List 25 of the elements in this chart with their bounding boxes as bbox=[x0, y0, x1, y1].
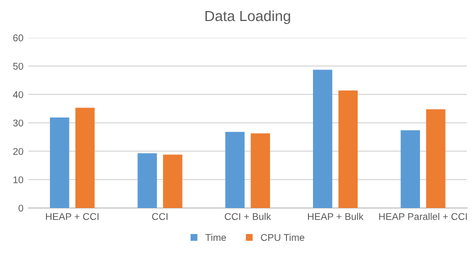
y-tick-label: 30 bbox=[13, 120, 24, 126]
legend-label: CPU Time bbox=[260, 234, 304, 241]
legend-label: Time bbox=[205, 234, 226, 241]
x-tick-label: HEAP + Bulk bbox=[308, 212, 364, 220]
x-tick-label: HEAP + CCI bbox=[46, 213, 98, 220]
x-tick-label: CCI bbox=[152, 213, 168, 220]
chart-title: Data Loading bbox=[205, 10, 290, 24]
y-tick-label: 10 bbox=[14, 176, 24, 184]
bar bbox=[225, 132, 245, 208]
bar bbox=[138, 153, 157, 208]
y-tick-label: 50 bbox=[13, 62, 24, 70]
bar bbox=[400, 130, 420, 208]
y-tick-label: 60 bbox=[13, 34, 24, 42]
y-tick-label: 20 bbox=[13, 148, 24, 155]
x-tick-label: CCI + Bulk bbox=[224, 212, 272, 220]
bar bbox=[250, 133, 270, 208]
bar bbox=[312, 70, 332, 208]
y-tick-label: 0 bbox=[18, 204, 24, 212]
bar bbox=[426, 109, 446, 208]
bar bbox=[50, 117, 70, 208]
x-tick-label: HEAP Parallel + CCI bbox=[379, 212, 467, 220]
bar bbox=[338, 90, 358, 208]
bar bbox=[75, 108, 95, 208]
y-tick-label: 40 bbox=[12, 91, 24, 98]
bar bbox=[163, 154, 182, 208]
